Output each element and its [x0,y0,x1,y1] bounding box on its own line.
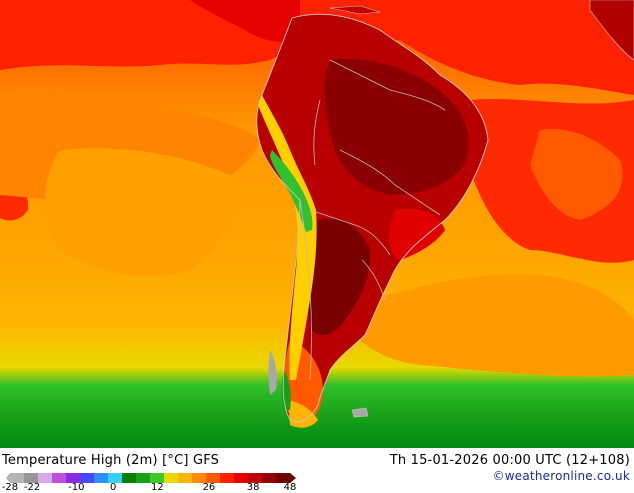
color-scale-swatch [80,473,95,483]
color-scale-tick-label: 38 [246,482,260,493]
color-scale-swatch [24,473,39,483]
scale-min-arrow [6,473,10,483]
falkland-islands [351,407,369,418]
color-scale-swatch [10,473,25,483]
color-scale-swatch [234,473,249,483]
color-scale-bar [6,473,296,483]
color-scale-tick-label: -22 [23,482,41,493]
product-title: Temperature High (2m) [°C] GFS [2,453,220,468]
pacific-light-zone [45,148,233,277]
argentina-hot-core [306,218,371,336]
color-scale-swatch [220,473,235,483]
color-scale-swatch [248,473,263,483]
color-scale-swatch [122,473,137,483]
color-scale-swatch [262,473,277,483]
color-scale-swatch [66,473,81,483]
color-scale-swatch [206,473,221,483]
south-atlantic-zone [340,274,634,377]
color-scale-swatch [94,473,109,483]
color-scale-swatch [178,473,193,483]
color-scale-swatch [192,473,207,483]
color-scale-tick-label: -10 [68,482,85,493]
coast-grey-patch [268,350,277,395]
color-scale-swatch [150,473,165,483]
valid-time: Th 15-01-2026 00:00 UTC (12+108) [389,453,630,468]
color-scale-tick-label: 48 [283,482,297,493]
color-scale-swatch [38,473,53,483]
brazil-southeast [388,208,445,260]
credit-link[interactable]: ©weatheronline.co.uk [492,469,630,483]
caribbean-islands [329,5,381,15]
color-scale-swatch [136,473,151,483]
color-scale-tick-label: -28 [1,482,19,493]
color-scale-swatch [108,473,123,483]
color-scale-tick-label: 0 [109,482,117,493]
color-scale-tick-label: 12 [150,482,164,493]
color-scale-swatch [52,473,67,483]
andes-cold-strip [258,95,317,380]
north-hot-zone [0,0,634,95]
atlantic-orange-zone [530,129,623,220]
color-scale-swatch [276,473,291,483]
scale-max-arrow [290,473,296,483]
coastline [256,13,489,423]
color-scale-swatch [164,473,179,483]
color-scale-tick-label: 26 [202,482,216,493]
map-footer: Temperature High (2m) [°C] GFS Th 15-01-… [0,448,634,493]
temperature-map [0,0,634,448]
central-america [190,0,300,42]
tierra-del-fuego [288,400,318,428]
country-borders [299,59,446,381]
